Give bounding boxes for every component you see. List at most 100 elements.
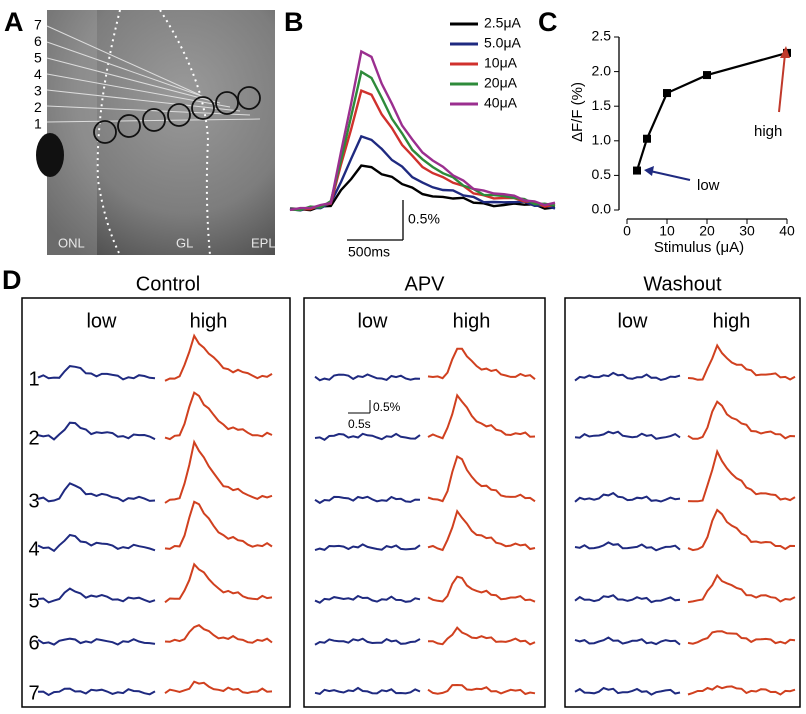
x-tick-label: 10 (659, 223, 675, 239)
row-label: 5 (28, 590, 39, 612)
row-label: 4 (28, 538, 39, 560)
low-trace (574, 636, 681, 646)
high-trace (164, 500, 273, 550)
high-trace (427, 626, 536, 646)
high-trace (164, 562, 273, 604)
column-header: low (86, 310, 117, 332)
high-trace (687, 630, 796, 645)
low-trace (37, 533, 156, 553)
y-tick-label: 2.5 (592, 28, 612, 44)
high-trace (164, 333, 273, 382)
trace (289, 134, 556, 212)
low-trace (314, 594, 421, 604)
low-trace (574, 594, 681, 604)
position-label: 5 (34, 50, 42, 66)
low-trace (37, 687, 156, 697)
electrode-line (46, 41, 211, 100)
low-trace (314, 373, 421, 382)
position-label: 4 (34, 66, 42, 82)
y-tick-label: 0.0 (592, 201, 612, 217)
legend-label: 5.0μA (484, 35, 522, 51)
column-header: high (190, 310, 228, 332)
roi-circle (142, 108, 166, 132)
position-label: 1 (34, 116, 42, 132)
annotation: low (697, 177, 720, 194)
trace (289, 69, 556, 212)
annotation-arrow (778, 53, 786, 113)
row-label: 6 (28, 632, 39, 654)
legend-label: 20μA (484, 75, 518, 91)
panel-label: A (4, 7, 24, 37)
condition-box (21, 297, 291, 708)
condition-title: Washout (643, 273, 722, 295)
column-header: high (453, 310, 491, 332)
high-trace (687, 508, 796, 552)
annotation-arrow (649, 170, 691, 181)
data-point (663, 89, 671, 98)
high-trace (687, 400, 796, 440)
data-line (635, 51, 788, 171)
x-tick-label: 20 (699, 223, 715, 239)
roi-circle (215, 91, 239, 115)
layer-label: EPL (251, 235, 276, 250)
high-trace (164, 680, 273, 695)
panel-label: B (284, 7, 304, 37)
x-tick-label: 30 (739, 223, 755, 239)
low-trace (314, 495, 421, 505)
column-header: low (617, 310, 648, 332)
panel-label: D (2, 265, 22, 295)
condition-title: APV (404, 273, 445, 295)
y-axis-label: ΔF/F (%) (569, 82, 586, 142)
high-trace (164, 439, 273, 504)
low-trace (574, 541, 681, 552)
roi-circle (167, 103, 191, 127)
dark-region (36, 133, 64, 177)
data-point (703, 71, 711, 80)
scale-label: 0.5% (408, 211, 440, 227)
low-trace (37, 587, 156, 604)
column-header: low (357, 310, 388, 332)
high-trace (427, 347, 536, 380)
row-label: 1 (28, 368, 39, 390)
roi-circle (93, 120, 117, 144)
roi-circle (237, 86, 261, 110)
high-trace (687, 448, 796, 503)
scale-label: 0.5s (348, 417, 371, 431)
low-trace (37, 482, 156, 503)
panel-b: 2.5μA 5.0μA 10μA 20μA 40μA 0.5% 500ms (289, 15, 556, 260)
data-point (643, 134, 651, 143)
position-label: 3 (34, 83, 42, 99)
row-label: 7 (28, 682, 39, 704)
roi-circles (93, 86, 261, 144)
high-trace (427, 393, 536, 440)
high-trace (427, 683, 536, 696)
condition-box (303, 297, 546, 708)
legend-label: 2.5μA (484, 15, 522, 31)
scale-label: 0.5% (373, 400, 401, 414)
high-trace (687, 684, 796, 696)
low-trace (574, 371, 681, 382)
high-trace (687, 573, 796, 604)
column-header: high (713, 310, 751, 332)
electrode-lines (46, 25, 261, 123)
low-trace (314, 637, 421, 646)
electrode-line (46, 57, 221, 104)
high-trace (427, 508, 536, 552)
micrograph-layer (47, 10, 97, 255)
x-tick-label: 40 (779, 223, 795, 239)
high-trace (687, 343, 796, 381)
legend-label: 10μA (484, 55, 518, 71)
electrode-line (46, 118, 261, 123)
electrode-line (46, 89, 241, 112)
panel-label: C (538, 7, 558, 37)
low-trace (37, 637, 156, 646)
electrode-line (46, 25, 201, 96)
panel-d: Control low high APV low high Washout low high 1 2… (21, 273, 801, 708)
low-trace (314, 432, 421, 441)
high-trace (427, 575, 536, 603)
scale-label: 500ms (348, 244, 390, 260)
layer-label: GL (176, 235, 193, 250)
